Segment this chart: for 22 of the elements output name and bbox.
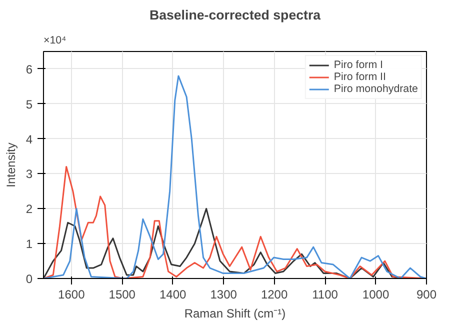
x-tick-label: 1200 [260, 288, 288, 302]
x-tick-label: 1300 [210, 288, 238, 302]
y-tick-label: 3 [26, 167, 33, 182]
x-tick-label: 1100 [312, 288, 338, 302]
y-tick-label: 0 [26, 272, 33, 286]
y-tick-label: 1 [26, 237, 33, 252]
x-tick-label: 1500 [108, 288, 136, 302]
y-tick-label: 2 [26, 202, 33, 216]
x-tick-label: 1600 [58, 288, 86, 302]
chart-title: Baseline-corrected spectra [149, 8, 322, 22]
y-tick-label: 6 [26, 62, 33, 76]
x-tick-label: 1400 [160, 288, 187, 302]
legend-label: Piro monohydrate [334, 83, 418, 95]
legend-label: Piro form II [334, 71, 386, 83]
y-tick-label: 4 [26, 132, 33, 146]
text: ×10⁴ [44, 34, 67, 46]
legend-label: Piro form I [334, 59, 384, 71]
x-axis-title: Raman Shift (cm⁻¹) [184, 306, 286, 320]
x-tick-label: 900 [416, 288, 437, 302]
y-axis-title: Intensity [4, 142, 18, 188]
y-tick-label: 5 [26, 97, 33, 112]
x-tick-label: 1000 [362, 288, 390, 302]
